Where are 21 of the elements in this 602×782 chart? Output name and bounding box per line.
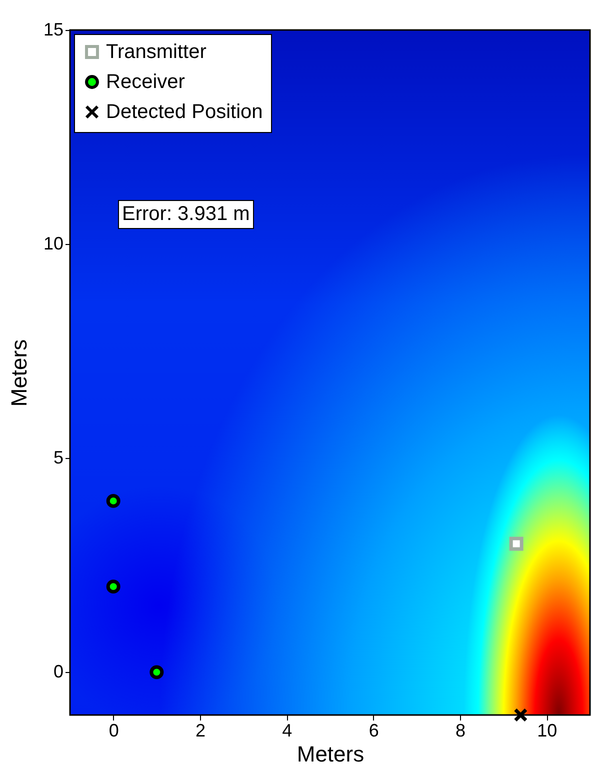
x-tick-label: 10 xyxy=(537,720,558,740)
point xyxy=(150,665,164,680)
x-tick-label: 6 xyxy=(368,720,379,740)
point xyxy=(514,708,528,722)
legend-label: Detected Position xyxy=(106,101,263,123)
x-tick-label: 4 xyxy=(282,720,292,740)
y-tick-label: 10 xyxy=(43,234,64,254)
point xyxy=(106,494,120,508)
y-tick-label: 5 xyxy=(53,448,64,468)
x-tick-label: 2 xyxy=(195,720,206,740)
annotation: Error: 3.931 m xyxy=(118,200,254,229)
y-tick-label: 15 xyxy=(43,20,64,40)
y-axis-title: Meters xyxy=(6,339,32,407)
x-tick-label: 0 xyxy=(108,720,119,740)
point xyxy=(509,536,524,551)
legend-label: Receiver xyxy=(106,71,186,93)
y-tick-label: 0 xyxy=(53,662,64,682)
point xyxy=(106,580,120,594)
x-tick-label: 8 xyxy=(455,720,466,740)
legend-label: Transmitter xyxy=(106,41,207,63)
x-axis-title: Meters xyxy=(296,742,364,766)
